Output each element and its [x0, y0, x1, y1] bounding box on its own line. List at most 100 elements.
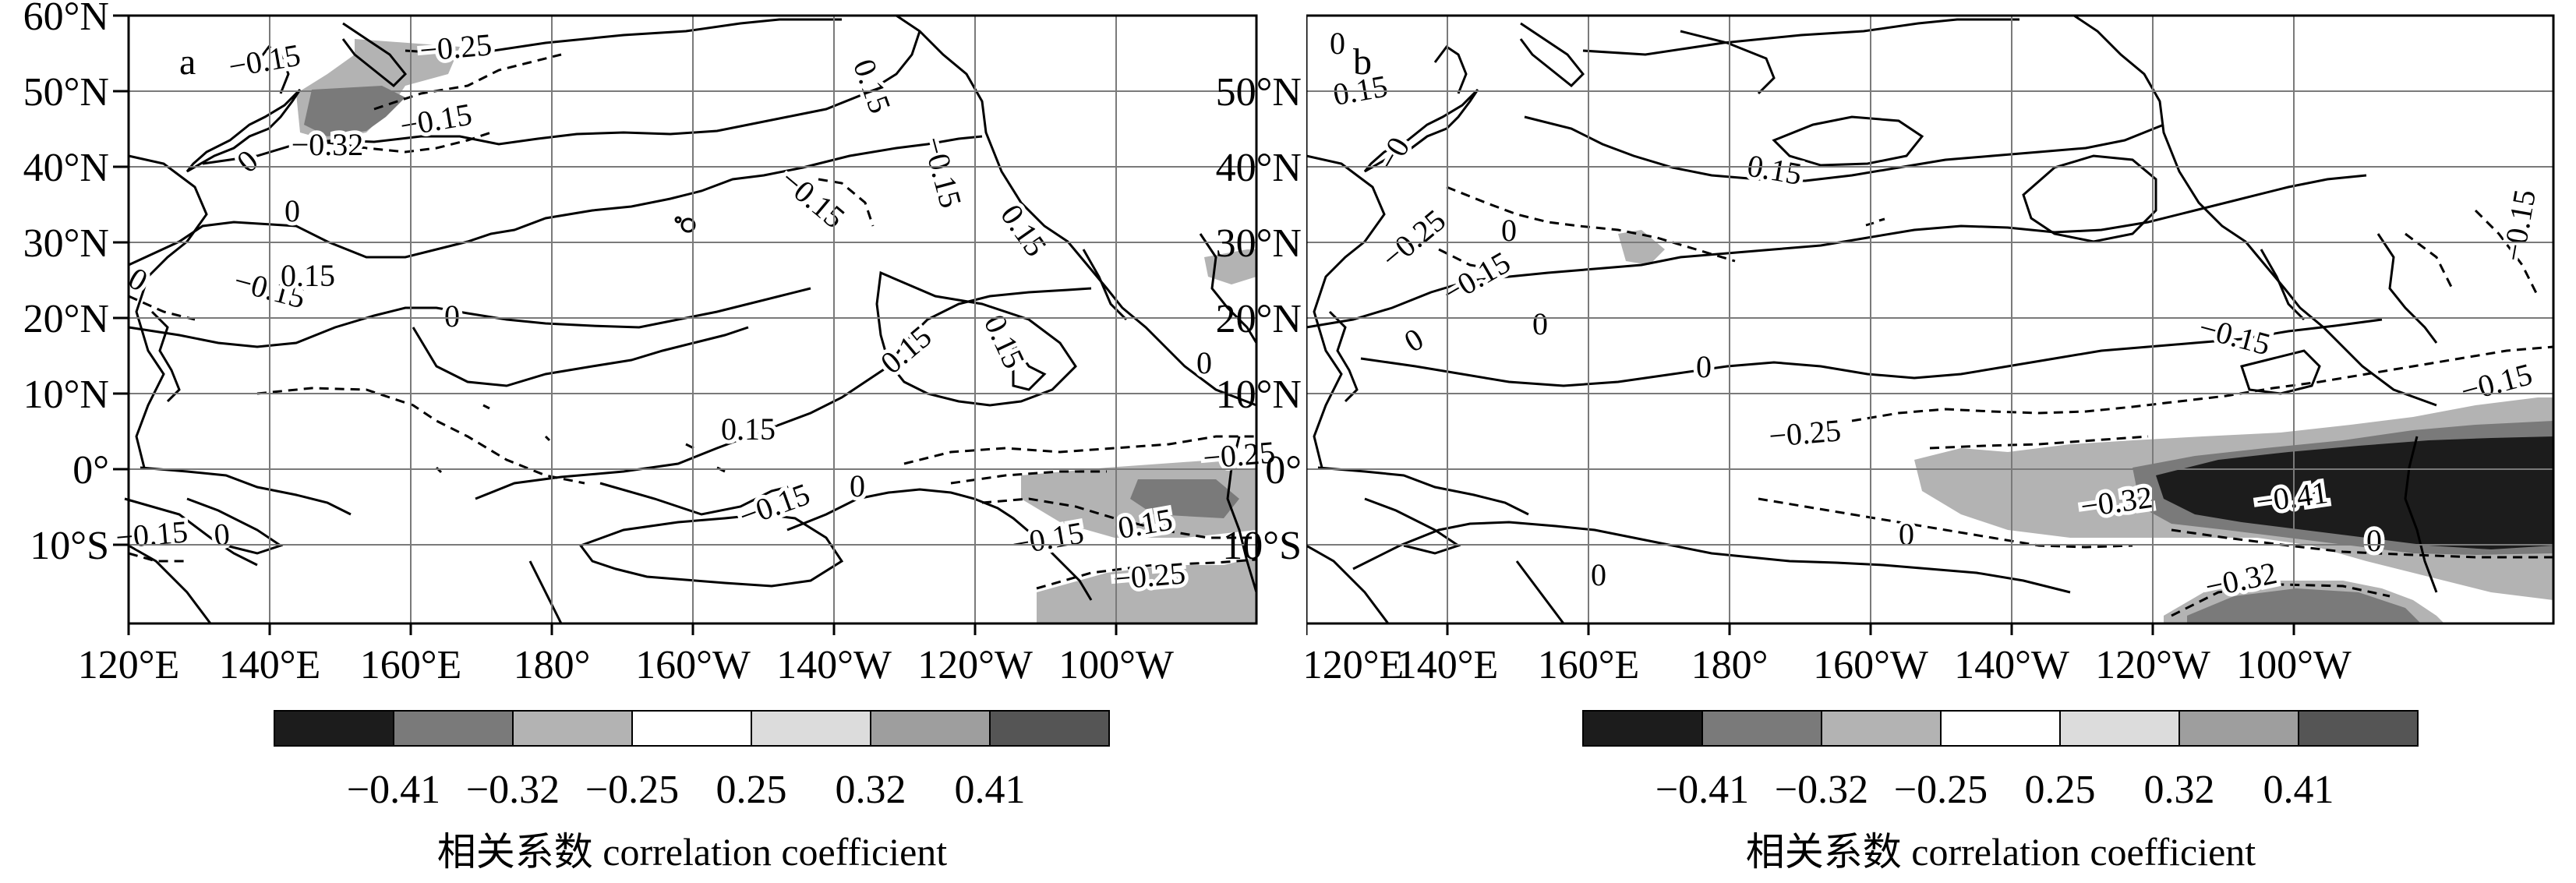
lon-label: 140°E [219, 643, 321, 687]
legend-b: −0.41 −0.32 −0.25 0.25 0.32 0.41 相关系数 co… [1582, 710, 2419, 874]
legend-swatch-pos032 [2178, 710, 2299, 747]
legend-tick: 0.41 [955, 768, 1026, 812]
lon-label: 180° [1691, 643, 1769, 687]
shading-b [1618, 230, 2553, 623]
lon-label: 100°W [2236, 643, 2352, 687]
lat-label: 60°N [23, 0, 109, 39]
shade-neg025-se [1037, 557, 1256, 623]
a-contour-label: 0 [284, 193, 300, 228]
lat-label: 40°N [23, 146, 109, 190]
panel-b: 0 0.15 −0 −0.25 −0.15 0 0 0.15 0 −0.15 0 −0.25 −0.32… [1306, 0, 2576, 883]
lon-label: 120°E [78, 643, 180, 687]
lon-label: 120°W [917, 643, 1033, 687]
lon-label: 120°W [2095, 643, 2210, 687]
legend-tick: −0.25 [1894, 768, 1988, 812]
shade-neg032-east-eq [1130, 479, 1239, 518]
ticks-b [1306, 623, 2295, 635]
b-contour-label: 0 [1899, 517, 1914, 552]
b-contour-label: 0 [1696, 349, 1712, 384]
a-contour-label: 0.15 [846, 55, 898, 118]
legend-swatch-neg025 [512, 710, 633, 747]
lon-label: 140°E [1397, 643, 1499, 687]
a-contour-label: −0.25 [419, 26, 493, 68]
legend-tick: 0.41 [2263, 768, 2334, 812]
legend-label: 相关系数 correlation coefficient [437, 830, 948, 874]
legend-tick: −0.25 [585, 768, 679, 812]
legend-swatch-neg041 [1582, 710, 1703, 747]
panel-label-a: a [179, 41, 196, 83]
legend-tick: −0.32 [466, 768, 560, 812]
contours-b [1306, 30, 2554, 624]
legend-tick: 0.25 [2025, 768, 2096, 812]
lon-label: 160°E [360, 643, 462, 687]
a-contour-label: 0.15 [281, 258, 335, 293]
lon-label: 160°W [1813, 643, 1928, 687]
a-contour-label: 0 [1196, 345, 1212, 380]
lat-labels-a: 60°N 50°N 40°N 30°N 20°N 10°N 0° 10°S [23, 0, 109, 568]
legend-tick: −0.32 [1775, 768, 1868, 812]
legend-tick: −0.41 [347, 768, 440, 812]
shade-neg025-mexico [1204, 249, 1256, 284]
gridlines-b [1306, 16, 2553, 623]
shade-neg032-se-b [2187, 588, 2421, 623]
map-frame-b [1306, 14, 2555, 625]
b-contour-label: 0 [1330, 26, 1345, 61]
lon-label: 100°W [1058, 643, 1174, 687]
a-contour-label: −0.15 [1009, 515, 1087, 562]
lon-label: 140°W [776, 643, 892, 687]
b-contour-label: −0.25 [1768, 412, 1843, 454]
shade-neg025-wp [1618, 230, 1665, 265]
shade-neg041-eq-band [2156, 436, 2553, 549]
contours-a [124, 30, 1257, 624]
gridlines-a [129, 16, 1256, 623]
legend-tick: −0.41 [1655, 768, 1749, 812]
b-contour-label: 0 [1532, 306, 1548, 341]
legend-swatch-neg032 [1701, 710, 1822, 747]
a-contour-label: 0 [444, 298, 460, 334]
lon-label: 160°W [635, 643, 751, 687]
coastlines-a [128, 14, 1258, 624]
b-contour-label: 0 [1591, 557, 1606, 592]
lat-label: 10°N [23, 373, 109, 417]
b-contour-label: −0.15 [2496, 187, 2542, 264]
a-contour-label: 0 [213, 516, 231, 553]
a-contour-label: −0.15 [226, 37, 303, 84]
legend-tick: 0.32 [836, 768, 906, 812]
b-contour-label: −0.25 [1374, 203, 1452, 276]
b-contour-label: 0 [1398, 321, 1429, 359]
legend-swatch-neutral [631, 710, 752, 747]
lat-label: 10°S [30, 524, 109, 568]
panel-a: −0.15 −0.25 −0.15 −0.32 0 0 0 −0.15 0.15 0 −0.15 0.… [23, 0, 1277, 874]
ticks-a [113, 14, 1118, 635]
legend-swatch-neg041 [274, 710, 394, 747]
a-contour-label: 0.15 [721, 411, 776, 447]
a-contour-label: −0.32 [292, 127, 364, 162]
legend-swatch-neg025 [1821, 710, 1942, 747]
a-contour-label: 0 [850, 468, 865, 503]
legend-a: −0.41 −0.32 −0.25 0.25 0.32 0.41 相关系数 co… [274, 710, 1110, 874]
a-contour-label: 0.15 [994, 198, 1054, 263]
panel-label-b: b [1353, 41, 1372, 83]
a-contour-label: −0.25 [1112, 555, 1187, 596]
legend-swatch-pos025 [751, 710, 871, 747]
lon-labels-a: 120°E 140°E 160°E 180° 160°W 140°W 120°W… [78, 643, 1174, 687]
a-contour-label: 0.15 [874, 319, 938, 380]
lat-label: 50°N [23, 70, 109, 115]
shade-neg032-kamchatka [304, 86, 405, 136]
lat-label: 20°N [23, 297, 109, 341]
legend-swatch-neutral [1940, 710, 2061, 747]
lon-label: 120°E [1306, 643, 1404, 687]
lon-labels-b: 120°E 140°E 160°E 180° 160°W 140°W 120°W… [1306, 643, 2352, 687]
map-panel-b: 00.15−0−0.25−0.150 00.150−0.150−0.25−0.32… [1306, 14, 2555, 874]
lon-label: 160°E [1538, 643, 1640, 687]
b-contour-label: 0.15 [1744, 148, 1804, 192]
shading-a [296, 39, 1256, 623]
a-contour-label: 0 [122, 260, 154, 298]
b-contour-label: 0 [2366, 523, 2382, 558]
lat-label: 0° [72, 448, 109, 493]
lon-label: 140°W [1954, 643, 2069, 687]
legend-label: 相关系数 correlation coefficient [1746, 830, 2256, 874]
lon-label: 180° [514, 643, 591, 687]
legend-swatch-neg032 [393, 710, 514, 747]
